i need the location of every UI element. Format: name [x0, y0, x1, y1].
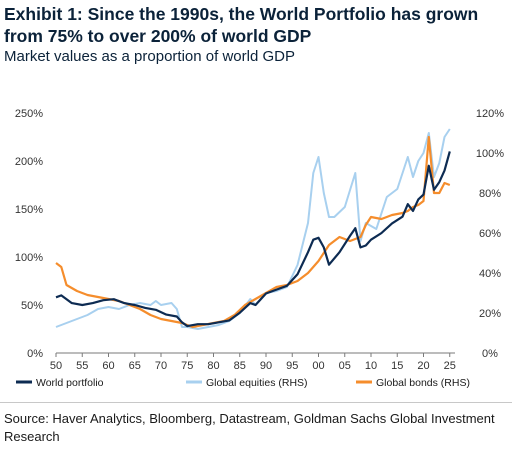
world-portfolio-line: [55, 151, 451, 328]
legend-label: Global equities (RHS): [206, 377, 308, 389]
y-left-tick-label: 50%: [21, 300, 43, 312]
y-right-tick-label: 60%: [479, 228, 501, 240]
global-equities-line: [55, 128, 451, 330]
y-right-tick-label: 120%: [476, 108, 504, 120]
chart-axes: 0% 50% 100% 150% 200% 250% 0% 20% 40% 60% 80% 100% 1…: [15, 108, 504, 372]
x-tick-label: 05: [339, 360, 351, 372]
source-note: Source: Haver Analytics, Bloomberg, Data…: [4, 411, 495, 444]
chart-title: Exhibit 1: Since the 1990s, the World Po…: [4, 4, 479, 46]
x-tick-label: 50: [50, 360, 62, 372]
chart-legend: World portfolio Global equities (RHS) Glob…: [16, 377, 470, 389]
x-tick-label: 00: [312, 360, 324, 372]
y-right-tick-label: 20%: [479, 308, 501, 320]
x-tick-label: 90: [260, 360, 272, 372]
x-tick-label: 10: [365, 360, 377, 372]
x-tick-label: 85: [234, 360, 246, 372]
x-tick-label: 75: [181, 360, 193, 372]
x-tick-label: 95: [286, 360, 298, 372]
legend-world-portfolio: World portfolio: [16, 377, 104, 389]
y-left-tick-label: 250%: [15, 108, 43, 120]
x-tick-label: 25: [444, 360, 456, 372]
legend-global-equities: Global equities (RHS): [186, 377, 308, 389]
y-right-tick-label: 0%: [482, 348, 498, 360]
line-chart: 0% 50% 100% 150% 200% 250% 0% 20% 40% 60% 80% 100% 1…: [15, 108, 504, 389]
x-tick-label: 15: [391, 360, 403, 372]
x-tick-label: 70: [155, 360, 167, 372]
y-left-tick-label: 0%: [27, 348, 43, 360]
x-tick-label: 65: [129, 360, 141, 372]
y-right-tick-label: 80%: [479, 188, 501, 200]
chart-series: [55, 128, 451, 330]
divider: [0, 402, 512, 403]
y-left-tick-label: 200%: [15, 156, 43, 168]
legend-label: World portfolio: [36, 377, 104, 389]
legend-label: Global bonds (RHS): [376, 377, 470, 389]
x-tick-label: 55: [76, 360, 88, 372]
x-tick-label: 80: [207, 360, 219, 372]
chart-subtitle: Market values as a proportion of world G…: [4, 48, 295, 65]
y-right-tick-label: 40%: [479, 268, 501, 280]
x-tick-label: 20: [417, 360, 429, 372]
y-left-tick-label: 100%: [15, 252, 43, 264]
legend-global-bonds: Global bonds (RHS): [356, 377, 470, 389]
x-tick-label: 60: [102, 360, 114, 372]
y-left-tick-label: 150%: [15, 204, 43, 216]
y-right-tick-label: 100%: [476, 148, 504, 160]
